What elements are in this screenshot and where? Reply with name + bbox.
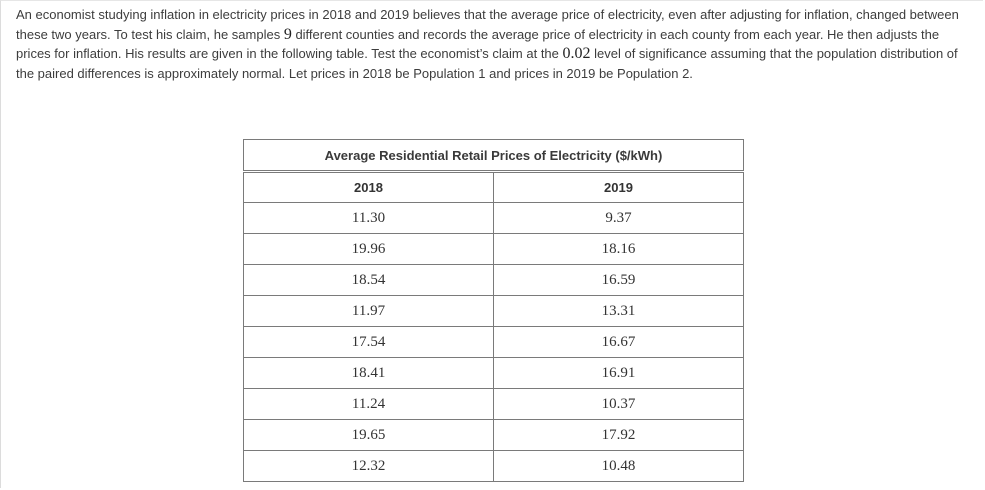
table-row: 17.54 16.67	[243, 326, 744, 358]
problem-text-part1: An economist studying inflation in elect…	[16, 7, 959, 42]
cell-2019: 16.91	[493, 357, 744, 389]
table-row: 19.96 18.16	[243, 233, 744, 265]
problem-text-part3: level of significance assuming that the …	[16, 46, 958, 81]
cell-2018: 11.97	[243, 295, 494, 327]
prices-table-container: Average Residential Retail Prices of Ele…	[243, 139, 744, 482]
cell-2019: 10.37	[493, 388, 744, 420]
cell-2018: 19.65	[243, 419, 494, 451]
cell-2018: 11.24	[243, 388, 494, 420]
sample-size-value: 9	[283, 25, 292, 43]
cell-2019: 10.48	[493, 450, 744, 482]
column-header-2019: 2019	[493, 171, 744, 203]
table-row: 18.54 16.59	[243, 264, 744, 296]
cell-2019: 16.59	[493, 264, 744, 296]
cell-2018: 12.32	[243, 450, 494, 482]
column-header-2018: 2018	[243, 171, 494, 203]
cell-2019: 9.37	[493, 202, 744, 234]
cell-2018: 19.96	[243, 233, 494, 265]
cell-2019: 13.31	[493, 295, 744, 327]
problem-statement: An economist studying inflation in elect…	[16, 5, 976, 83]
table-header-row: 2018 2019	[243, 171, 744, 203]
table-row: 11.30 9.37	[243, 202, 744, 234]
table-row: 19.65 17.92	[243, 419, 744, 451]
prices-table: Average Residential Retail Prices of Ele…	[243, 139, 744, 482]
table-caption-row: Average Residential Retail Prices of Ele…	[243, 139, 744, 173]
table-caption: Average Residential Retail Prices of Ele…	[243, 139, 744, 173]
cell-2018: 18.54	[243, 264, 494, 296]
alpha-value: 0.02	[562, 45, 591, 62]
table-row: 12.32 10.48	[243, 450, 744, 482]
cell-2018: 18.41	[243, 357, 494, 389]
cell-2019: 17.92	[493, 419, 744, 451]
cell-2019: 16.67	[493, 326, 744, 358]
cell-2018: 11.30	[243, 202, 494, 234]
table-row: 18.41 16.91	[243, 357, 744, 389]
problem-text-part2: different counties and records the avera…	[16, 26, 940, 62]
table-row: 11.97 13.31	[243, 295, 744, 327]
table-row: 11.24 10.37	[243, 388, 744, 420]
cell-2018: 17.54	[243, 326, 494, 358]
cell-2019: 18.16	[493, 233, 744, 265]
